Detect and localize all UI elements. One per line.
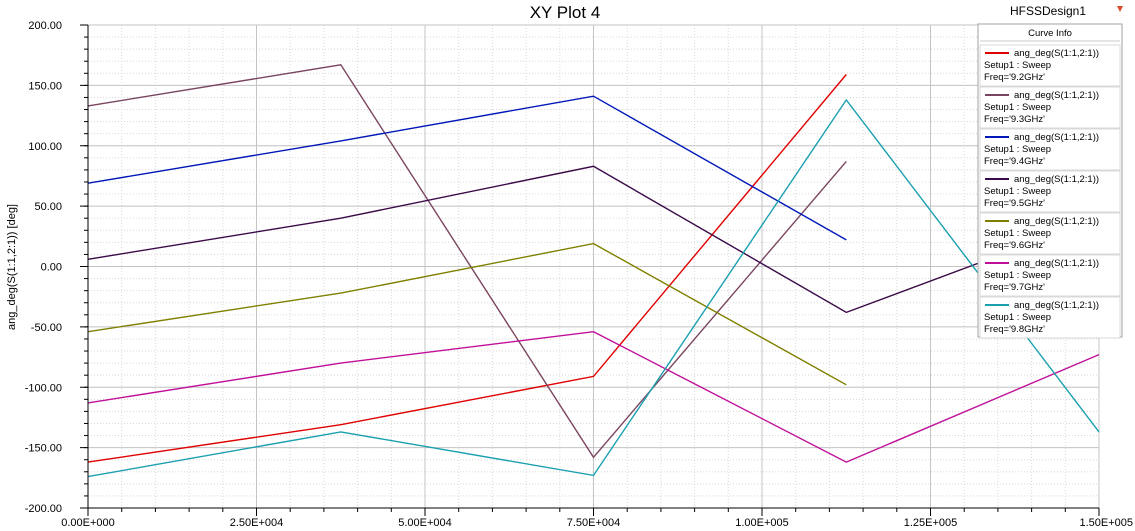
- series-line-3[interactable]: [87, 95, 847, 241]
- legend-entry-3[interactable]: ang_deg(S(1:1,2:1))Setup1 : SweepFreq='9…: [979, 128, 1121, 171]
- design-marker-icon: [1117, 6, 1123, 12]
- y-tick-label: 100.00: [28, 141, 62, 153]
- y-axis-label: ang_deg(S(1:1,2:1)) [deg]: [6, 204, 18, 330]
- y-tick-label: -200.00: [25, 503, 62, 515]
- series-line-2[interactable]: [87, 64, 847, 459]
- legend-entry-frame: [979, 296, 1121, 339]
- series-line-7[interactable]: [87, 98, 1100, 478]
- y-tick-label: 50.00: [34, 201, 62, 213]
- grid-lines: [87, 24, 1100, 509]
- legend-setup-label: Setup1 : Sweep: [984, 144, 1051, 155]
- x-tick-label: 1.25E+005: [904, 517, 958, 529]
- legend-setup-label: Setup1 : Sweep: [984, 186, 1051, 197]
- legend-freq-label: Freq='9.4GHz': [984, 156, 1045, 167]
- axes: 0.00E+000 2.50E+004 5.00E+004 7.50E+004 1.00…: [25, 20, 1133, 529]
- y-tick-label: 150.00: [28, 80, 62, 92]
- legend-freq-label: Freq='9.2GHz': [984, 72, 1045, 83]
- legend-trace-label: ang_deg(S(1:1,2:1)): [1014, 174, 1099, 185]
- x-tick-label: 1.00E+005: [735, 517, 789, 529]
- chart-title: XY Plot 4: [530, 3, 601, 22]
- y-tick-label: -100.00: [25, 382, 62, 394]
- legend-entry-2[interactable]: ang_deg(S(1:1,2:1))Setup1 : SweepFreq='9…: [979, 86, 1121, 129]
- series-line-6[interactable]: [87, 330, 1100, 463]
- design-name: HFSSDesign1: [1010, 4, 1086, 18]
- legend-trace-label: ang_deg(S(1:1,2:1)): [1014, 132, 1099, 143]
- series-line-5[interactable]: [87, 242, 847, 386]
- legend-entry-frame: [979, 86, 1121, 129]
- x-tick-label: 7.50E+004: [567, 517, 621, 529]
- legend-setup-label: Setup1 : Sweep: [984, 228, 1051, 239]
- series-line-4[interactable]: [87, 165, 1100, 314]
- y-tick-label: -150.00: [25, 443, 62, 455]
- legend-entry-frame: [979, 254, 1121, 297]
- legend-trace-label: ang_deg(S(1:1,2:1)): [1014, 300, 1099, 311]
- legend-freq-label: Freq='9.6GHz': [984, 240, 1045, 251]
- x-tick-label: 5.00E+004: [398, 517, 452, 529]
- legend-trace-label: ang_deg(S(1:1,2:1)): [1014, 90, 1099, 101]
- legend-entry-4[interactable]: ang_deg(S(1:1,2:1))Setup1 : SweepFreq='9…: [979, 170, 1121, 213]
- legend-entry-frame: [979, 212, 1121, 255]
- legend-entry-7[interactable]: ang_deg(S(1:1,2:1))Setup1 : SweepFreq='9…: [979, 296, 1121, 339]
- legend-setup-label: Setup1 : Sweep: [984, 312, 1051, 323]
- x-tick-label: 2.50E+004: [230, 517, 284, 529]
- legend-freq-label: Freq='9.8GHz': [984, 324, 1045, 335]
- y-tick-label: -50.00: [31, 322, 62, 334]
- legend-entry-5[interactable]: ang_deg(S(1:1,2:1))Setup1 : SweepFreq='9…: [979, 212, 1121, 255]
- y-tick-label: 200.00: [28, 20, 62, 32]
- legend-entry-1[interactable]: ang_deg(S(1:1,2:1))Setup1 : SweepFreq='9…: [979, 44, 1121, 87]
- legend[interactable]: Curve Info ang_deg(S(1:1,2:1))Setup1 : S…: [977, 23, 1123, 339]
- x-tick-label: 0.00E+000: [61, 517, 115, 529]
- legend-entry-frame: [979, 44, 1121, 87]
- legend-setup-label: Setup1 : Sweep: [984, 60, 1051, 71]
- legend-trace-label: ang_deg(S(1:1,2:1)): [1014, 258, 1099, 269]
- series-lines: [87, 64, 1100, 478]
- legend-trace-label: ang_deg(S(1:1,2:1)): [1014, 48, 1099, 59]
- legend-setup-label: Setup1 : Sweep: [984, 270, 1051, 281]
- legend-setup-label: Setup1 : Sweep: [984, 102, 1051, 113]
- y-tick-label: 0.00: [41, 262, 62, 274]
- legend-freq-label: Freq='9.7GHz': [984, 282, 1045, 293]
- legend-trace-label: ang_deg(S(1:1,2:1)): [1014, 216, 1099, 227]
- x-tick-label: 1.50E+005: [1079, 517, 1133, 529]
- legend-title: Curve Info: [1028, 28, 1072, 39]
- legend-freq-label: Freq='9.3GHz': [984, 114, 1045, 125]
- legend-entry-frame: [979, 170, 1121, 213]
- legend-entry-frame: [979, 128, 1121, 171]
- legend-entry-6[interactable]: ang_deg(S(1:1,2:1))Setup1 : SweepFreq='9…: [979, 254, 1121, 297]
- legend-freq-label: Freq='9.5GHz': [984, 198, 1045, 209]
- series-line-1[interactable]: [87, 74, 847, 463]
